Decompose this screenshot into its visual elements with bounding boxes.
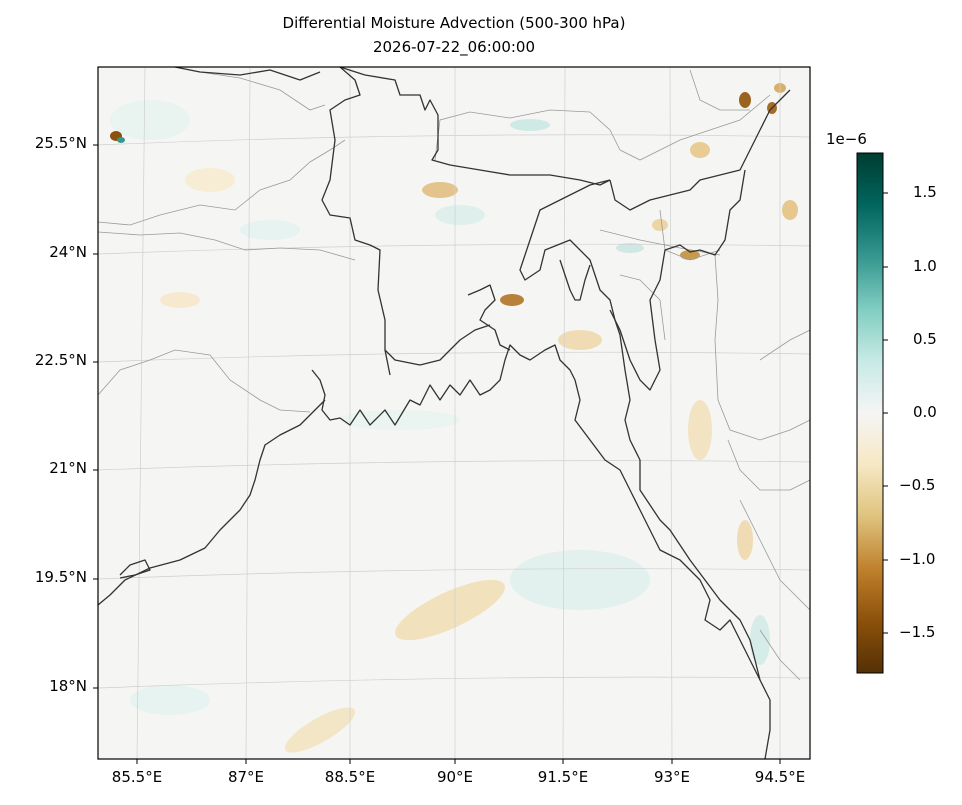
advection-field xyxy=(98,67,810,759)
colorbar-tick-neg-1-5: −1.5 xyxy=(899,623,936,641)
map-title: Differential Moisture Advection (500-300… xyxy=(282,14,626,32)
country-borders xyxy=(98,67,791,759)
lon-label-93: 93°E xyxy=(653,768,691,786)
colorbar-tick-neg-0-5: −0.5 xyxy=(899,476,936,494)
lat-label-22-5: 22.5°N xyxy=(34,351,87,369)
lon-ticks xyxy=(136,759,781,764)
lon-label-91-5: 91.5°E xyxy=(537,768,589,786)
colorbar-tick-neg-1-0: −1.0 xyxy=(899,550,936,568)
map-frame xyxy=(97,66,811,760)
colorbar xyxy=(856,152,884,674)
lat-ticks xyxy=(93,144,98,689)
colorbar-tick-1-0: 1.0 xyxy=(913,257,937,275)
lon-label-88-5: 88.5°E xyxy=(324,768,376,786)
lat-label-25-5: 25.5°N xyxy=(34,134,87,152)
lon-label-94-5: 94.5°E xyxy=(754,768,806,786)
colorbar-offset-label: 1e−6 xyxy=(826,130,867,148)
lon-label-90: 90°E xyxy=(436,768,474,786)
colorbar-tick-0-0: 0.0 xyxy=(913,403,937,421)
colorbar-ticks xyxy=(883,192,888,634)
lat-label-19-5: 19.5°N xyxy=(34,568,87,586)
colorbar-tick-1-5: 1.5 xyxy=(913,183,937,201)
lon-label-87: 87°E xyxy=(227,768,265,786)
lat-label-21: 21°N xyxy=(49,459,87,477)
lat-label-24: 24°N xyxy=(49,243,87,261)
lon-label-85-5: 85.5°E xyxy=(111,768,163,786)
graticule xyxy=(98,67,810,759)
state-borders xyxy=(98,67,810,681)
map-subtitle: 2026-07-22_06:00:00 xyxy=(372,38,536,56)
colorbar-tick-0-5: 0.5 xyxy=(913,330,937,348)
lat-label-18: 18°N xyxy=(49,677,87,695)
